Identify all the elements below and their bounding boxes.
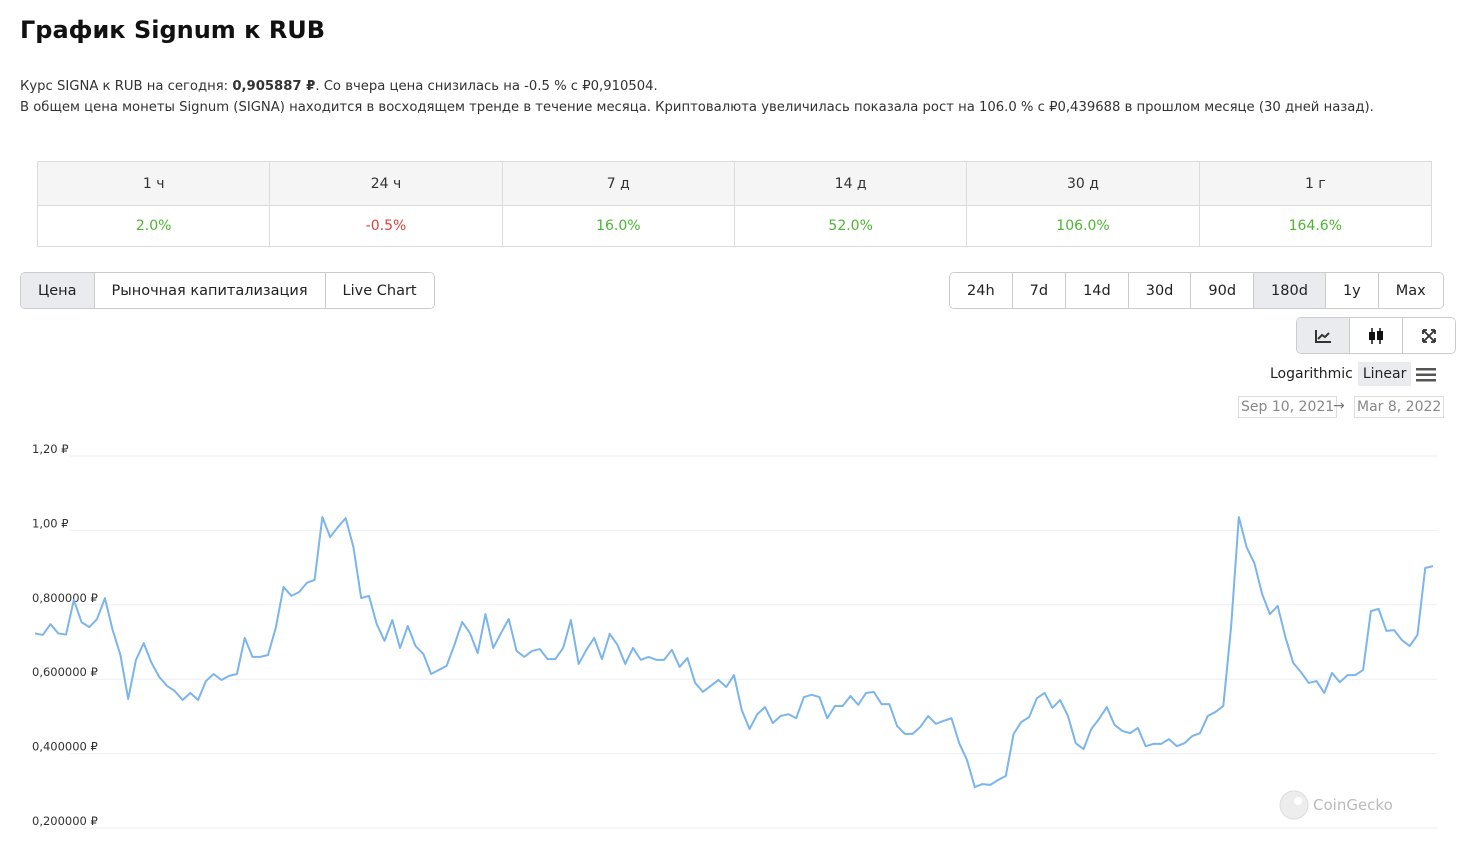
fullscreen-button[interactable]	[1402, 318, 1455, 353]
period-header: 7 д	[501, 161, 735, 206]
change-value: 52.0%	[733, 205, 968, 247]
text: Курс SIGNA к RUB на сегодня:	[20, 79, 233, 94]
change-value: 106.0%	[966, 205, 1200, 247]
period-header: 30 д	[966, 161, 1200, 206]
change-value: -0.5%	[269, 205, 503, 247]
line-chart-button[interactable]	[1297, 318, 1349, 353]
tab-group: Цена Рыночная капитализация Live Chart	[20, 272, 435, 309]
period-header: 14 д	[733, 161, 968, 206]
icon	[1422, 328, 1436, 343]
candle-chart-button[interactable]	[1349, 318, 1402, 353]
y-tick-label: 0,400000 ₽	[32, 740, 98, 754]
range-button[interactable]: 30d	[1127, 273, 1191, 308]
change-value: 16.0%	[501, 205, 735, 247]
date-arrow: →	[1333, 398, 1345, 414]
description-line: В общем цена монеты Signum (SIGNA) наход…	[20, 100, 1374, 115]
watermark-text: CoinGecko	[1313, 796, 1393, 814]
description: Курс SIGNA к RUB на сегодня: 0,905887 ₽.…	[20, 76, 1374, 118]
icon	[1315, 329, 1331, 343]
period-header: 1 ч	[36, 161, 271, 206]
period-header: 1 г	[1198, 161, 1433, 206]
y-tick-label: 1,20 ₽	[32, 442, 69, 456]
y-tick-label: 1,00 ₽	[32, 516, 69, 530]
range-button[interactable]: 24h	[950, 273, 1012, 308]
y-tick-label: 0,800000 ₽	[32, 591, 98, 605]
tab[interactable]: Цена	[21, 273, 94, 308]
scale-option[interactable]: Linear	[1357, 362, 1412, 386]
text: . Со вчера цена снизилась на -0.5 % с ₽0…	[315, 79, 658, 94]
date-from[interactable]: Sep 10, 2021	[1238, 396, 1338, 418]
price: 0,905887 ₽	[232, 79, 316, 94]
value-row: 2.0% -0.5% 16.0% 52.0% 106.0% 164.6%	[36, 205, 1433, 247]
menu-icon[interactable]	[1416, 367, 1436, 383]
y-tick-label: 0,600000 ₽	[32, 665, 98, 679]
range-button[interactable]: 1y	[1324, 273, 1378, 308]
range-button[interactable]: 180d	[1253, 273, 1325, 308]
scale-toggle: Logarithmic Linear	[1265, 362, 1412, 386]
description-line: Курс SIGNA к RUB на сегодня: 0,905887 ₽.…	[20, 76, 1374, 97]
watermark: CoinGecko	[1279, 790, 1393, 820]
y-tick-label: 0,200000 ₽	[32, 814, 98, 828]
range-button[interactable]: Max	[1377, 273, 1443, 308]
icon	[1369, 327, 1383, 344]
range-button[interactable]: 90d	[1190, 273, 1254, 308]
change-value: 2.0%	[36, 205, 271, 247]
page-title: График Signum к RUB	[20, 16, 326, 44]
price-chart: CoinGecko 0,200000 ₽ 0,400000 ₽ 0,600000 ₽…	[32, 442, 1437, 829]
price-line	[34, 516, 1434, 789]
range-group: 24h 7d 14d 30d 90d 180d 1y Max	[949, 272, 1444, 309]
tab[interactable]: Live Chart	[324, 273, 434, 308]
date-to[interactable]: Mar 8, 2022	[1354, 396, 1445, 418]
range-button[interactable]: 7d	[1011, 273, 1066, 308]
period-header: 24 ч	[269, 161, 503, 206]
tab[interactable]: Рыночная капитализация	[93, 273, 325, 308]
change-value: 164.6%	[1198, 205, 1433, 247]
scale-option[interactable]: Logarithmic	[1270, 366, 1353, 382]
range-button[interactable]: 14d	[1065, 273, 1128, 308]
chart-type-group	[1296, 317, 1456, 354]
